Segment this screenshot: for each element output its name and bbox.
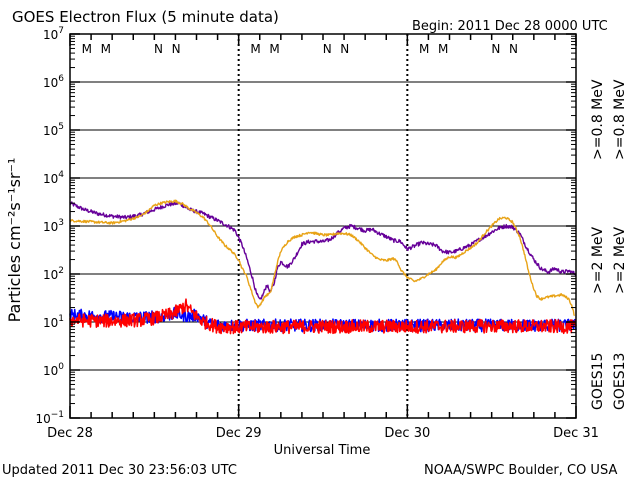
marker-m: M xyxy=(269,42,279,56)
day-separators xyxy=(237,34,409,418)
y-tick-base: 10 xyxy=(43,172,58,186)
y-tick-exponent: 0 xyxy=(58,362,64,372)
y-tick-exponent: 4 xyxy=(58,170,64,180)
y-tick-exponent: 1 xyxy=(58,314,64,324)
y-tick-exponent: 6 xyxy=(58,74,64,84)
legend: >=0.8 MeV >=0.8 MeV >=2 MeV >=2 MeV GOES15 GO… xyxy=(590,79,628,410)
y-tick-exponent: 2 xyxy=(58,266,64,276)
y-tick-label: 107 xyxy=(43,26,64,42)
y-tick-label: 105 xyxy=(43,122,64,138)
y-tick-exponent: 5 xyxy=(58,122,64,132)
y-tick-label: 10−1 xyxy=(35,410,64,426)
x-tick-label: Dec 28 xyxy=(47,426,93,441)
x-tick-label: Dec 29 xyxy=(216,426,262,441)
marker-m: M xyxy=(438,42,448,56)
series-line-goes13_gt08 xyxy=(69,199,576,317)
series-line-goes15_gt08 xyxy=(69,201,577,300)
y-tick-base: 10 xyxy=(43,268,58,282)
marker-n: N xyxy=(172,42,181,56)
y-tick-label: 106 xyxy=(43,74,64,90)
y-tick-base: 10 xyxy=(43,316,58,330)
x-tick-label: Dec 31 xyxy=(553,426,599,441)
y-tick-exponent: −1 xyxy=(51,410,64,420)
legend-label: GOES13 xyxy=(612,353,628,410)
y-tick-label: 101 xyxy=(43,314,64,330)
credit-text: NOAA/SWPC Boulder, CO USA xyxy=(424,463,617,478)
marker-n: N xyxy=(509,42,518,56)
legend-label: >=2 MeV xyxy=(612,226,628,294)
y-tick-base: 10 xyxy=(35,412,50,426)
marker-m: M xyxy=(419,42,429,56)
marker-m: M xyxy=(82,42,92,56)
updated-timestamp: Updated 2011 Dec 30 23:56:03 UTC xyxy=(2,463,237,478)
y-tick-label: 100 xyxy=(43,362,64,378)
marker-n: N xyxy=(340,42,349,56)
y-tick-exponent: 3 xyxy=(58,218,64,228)
y-tick-exponent: 7 xyxy=(58,26,64,36)
marker-n: N xyxy=(323,42,332,56)
x-tick-label: Dec 30 xyxy=(384,426,430,441)
legend-label: >=2 MeV xyxy=(590,226,606,294)
legend-label: >=0.8 MeV xyxy=(612,79,628,160)
legend-label: GOES15 xyxy=(590,353,606,410)
x-axis-label: Universal Time xyxy=(274,443,371,458)
marker-m: M xyxy=(250,42,260,56)
marker-n: N xyxy=(154,42,163,56)
marker-m: M xyxy=(101,42,111,56)
y-tick-base: 10 xyxy=(43,124,58,138)
x-axis-ticks: Dec 28 Dec 29 Dec 30 Dec 31 xyxy=(47,34,599,441)
series-line-goes13_gt2 xyxy=(69,298,577,335)
y-tick-base: 10 xyxy=(43,76,58,90)
marker-n: N xyxy=(491,42,500,56)
y-tick-label: 103 xyxy=(43,218,64,234)
y-tick-label: 102 xyxy=(43,266,64,282)
y-tick-base: 10 xyxy=(43,220,58,234)
chart-title: GOES Electron Flux (5 minute data) xyxy=(12,8,279,26)
y-axis-label: Particles cm⁻²s⁻¹sr⁻¹ xyxy=(5,158,24,323)
legend-label: >=0.8 MeV xyxy=(590,79,606,160)
begin-time: Begin: 2011 Dec 28 0000 UTC xyxy=(412,19,608,34)
y-tick-label: 104 xyxy=(43,170,64,186)
y-tick-base: 10 xyxy=(43,364,58,378)
series-layer xyxy=(69,199,577,335)
y-tick-base: 10 xyxy=(43,28,58,42)
